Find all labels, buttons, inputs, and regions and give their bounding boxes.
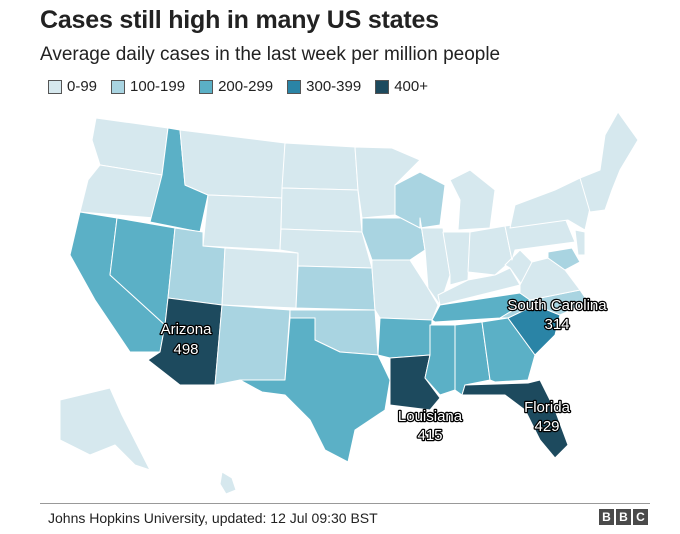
state-maryland	[547, 247, 581, 271]
state-new-mexico	[214, 304, 291, 386]
state-colorado	[221, 247, 299, 309]
state-ohio	[467, 225, 513, 276]
callout-florida-name: Florida	[524, 399, 571, 416]
callout-florida: Florida 429	[523, 398, 572, 437]
legend-label: 300-399	[306, 78, 362, 95]
chart-subtitle: Average daily cases in the last week per…	[40, 44, 501, 65]
state-montana	[179, 129, 286, 199]
state-new-england	[579, 111, 639, 213]
legend-swatch	[111, 79, 126, 94]
state-virginia	[519, 257, 581, 301]
state-alaska	[59, 387, 151, 471]
callout-south-carolina-name: South Carolina	[507, 297, 607, 314]
legend-item: 400+	[375, 78, 428, 95]
callout-louisiana: Louisiana 415	[397, 407, 464, 446]
footer-divider	[40, 503, 650, 504]
state-florida	[461, 379, 569, 459]
source-note: Johns Hopkins University, updated: 12 Ju…	[48, 510, 378, 526]
state-michigan	[449, 169, 496, 231]
state-wyoming	[202, 194, 283, 251]
callout-arizona-name: Arizona	[161, 321, 213, 338]
callout-florida-value: 429	[534, 418, 559, 435]
legend-swatch	[287, 79, 302, 94]
bbc-logo-letter: B	[599, 509, 614, 525]
legend-item: 0-99	[48, 78, 97, 95]
state-arkansas	[377, 317, 433, 359]
legend-swatch	[48, 79, 62, 94]
callout-arizona: Arizona 498	[159, 320, 213, 360]
state-kansas	[295, 265, 376, 311]
legend-item: 200-299	[199, 78, 273, 95]
legend-swatch	[199, 79, 214, 94]
callout-louisiana-name: Louisiana	[398, 408, 463, 425]
callout-south-carolina: South Carolina 314	[506, 296, 608, 335]
callout-south-carolina-value: 314	[544, 316, 569, 333]
legend-item: 100-199	[111, 78, 185, 95]
state-wisconsin	[394, 171, 446, 229]
state-new-jersey	[574, 229, 586, 256]
legend-item: 300-399	[287, 78, 361, 95]
state-oregon	[79, 164, 163, 219]
state-hawaii	[219, 471, 237, 495]
callout-arizona-value: 498	[173, 341, 198, 358]
state-new-york	[509, 177, 591, 231]
legend-label: 400+	[394, 78, 429, 95]
state-north-dakota	[281, 142, 359, 191]
callout-louisiana-value: 415	[417, 427, 442, 444]
state-indiana	[442, 231, 471, 286]
state-texas	[239, 317, 391, 463]
bbc-logo-letter: C	[633, 509, 648, 525]
bbc-logo-letter: B	[616, 509, 631, 525]
chart-title: Cases still high in many US states	[40, 6, 439, 34]
bbc-logo: B B C	[597, 509, 648, 525]
legend-swatch	[375, 79, 390, 94]
legend-label: 0-99	[67, 78, 98, 95]
legend-label: 200-299	[218, 78, 274, 95]
state-south-dakota	[280, 187, 363, 233]
legend: 0-99 100-199 200-299 300-399 400+	[48, 78, 442, 95]
legend-label: 100-199	[130, 78, 186, 95]
